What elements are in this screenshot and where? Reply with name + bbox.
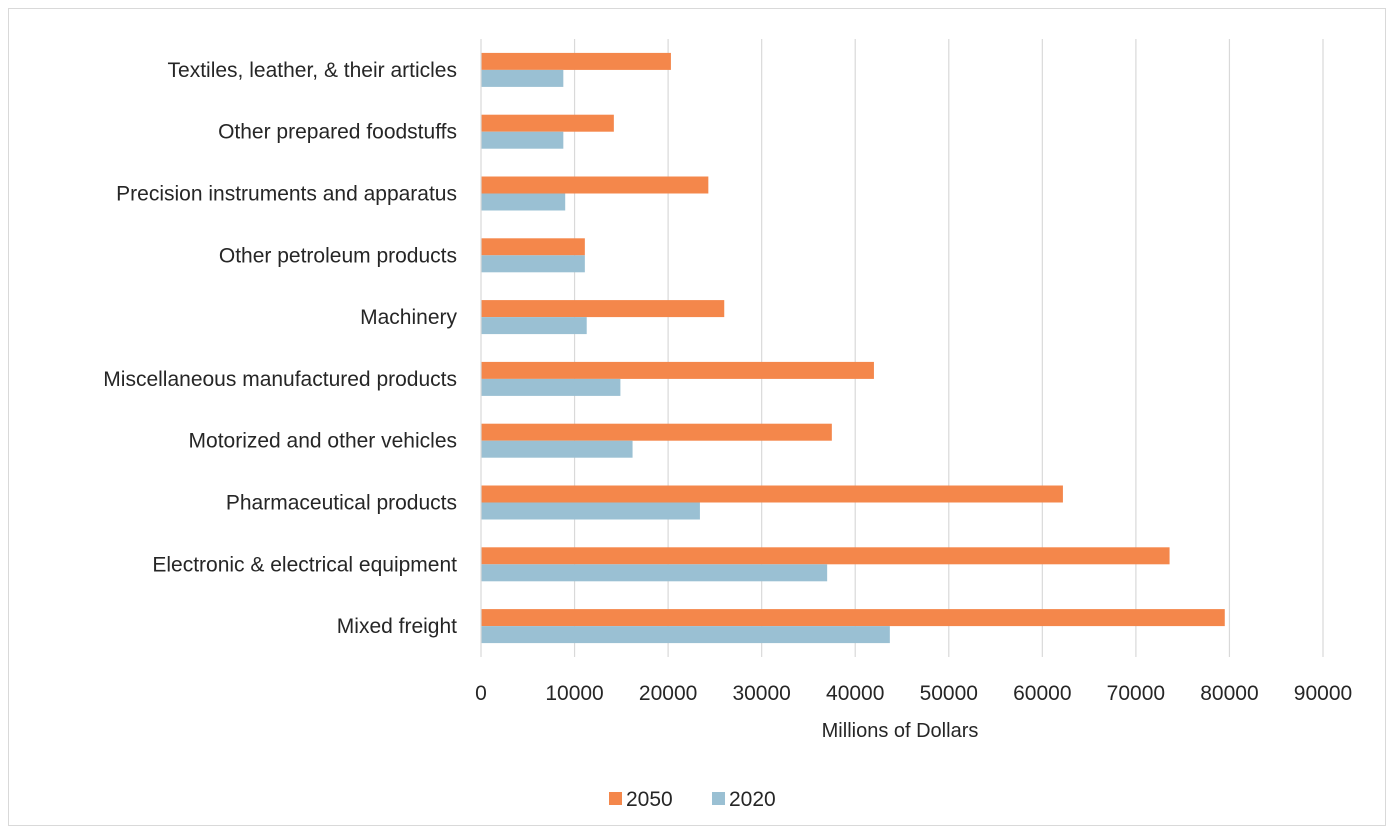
bar-2050-2: [481, 114, 614, 132]
x-tick-labels: 0 10000 20000 30000 40000 50000 60000 70000 8000…: [475, 682, 1352, 705]
x-tick-label: 30000: [732, 682, 790, 705]
category-label: Precision instruments and apparatus: [116, 183, 457, 206]
bar-2050-4: [481, 238, 585, 256]
bar-2020-8: [481, 502, 700, 520]
bar-2020-6: [481, 378, 621, 396]
category-label: Other petroleum products: [219, 244, 457, 267]
legend-label-2050: 2050: [626, 788, 673, 811]
category-label: Other prepared foodstuffs: [218, 121, 457, 144]
bar-chart: Textiles, leather, & their articles Other…: [103, 39, 1352, 811]
bar-2050-6: [481, 361, 874, 379]
bar-2050-5: [481, 300, 725, 318]
category-label: Mixed freight: [337, 615, 457, 638]
bar-2020-2: [481, 131, 564, 149]
bars: [481, 52, 1225, 644]
legend: 2050 2020: [609, 788, 776, 811]
category-label: Miscellaneous manufactured products: [103, 368, 457, 391]
legend-swatch-2050: [609, 792, 622, 805]
x-tick-label: 40000: [826, 682, 884, 705]
bar-2020-3: [481, 193, 566, 211]
bar-2050-9: [481, 547, 1170, 565]
category-label: Motorized and other vehicles: [189, 430, 457, 453]
x-tick-label: 90000: [1294, 682, 1352, 705]
x-tick-label: 0: [475, 682, 487, 705]
x-axis-title: Millions of Dollars: [822, 720, 979, 742]
bar-2020-5: [481, 317, 587, 335]
bar-2050-10: [481, 609, 1225, 627]
bar-2020-4: [481, 255, 585, 273]
category-label: Electronic & electrical equipment: [152, 553, 457, 576]
bar-2050-8: [481, 485, 1063, 503]
bar-2050-1: [481, 52, 671, 70]
x-tick-label: 20000: [639, 682, 697, 705]
bar-2020-1: [481, 69, 564, 87]
legend-label-2020: 2020: [729, 788, 776, 811]
bar-2020-10: [481, 626, 890, 644]
gridlines: [573, 39, 1324, 657]
bar-2020-9: [481, 564, 828, 582]
bar-2050-3: [481, 176, 709, 194]
category-label: Textiles, leather, & their articles: [168, 59, 457, 82]
legend-swatch-2020: [712, 792, 725, 805]
x-tick-label: 50000: [920, 682, 978, 705]
bar-2050-7: [481, 423, 832, 441]
category-label: Pharmaceutical products: [226, 492, 457, 515]
category-labels: Textiles, leather, & their articles Other…: [103, 59, 457, 638]
x-tick-label: 80000: [1200, 682, 1258, 705]
x-tick-label: 60000: [1013, 682, 1071, 705]
chart-frame: Textiles, leather, & their articles Other…: [8, 8, 1386, 826]
x-tick-label: 70000: [1107, 682, 1165, 705]
category-label: Machinery: [360, 306, 457, 329]
x-tick-label: 10000: [545, 682, 603, 705]
bar-2020-7: [481, 440, 633, 458]
